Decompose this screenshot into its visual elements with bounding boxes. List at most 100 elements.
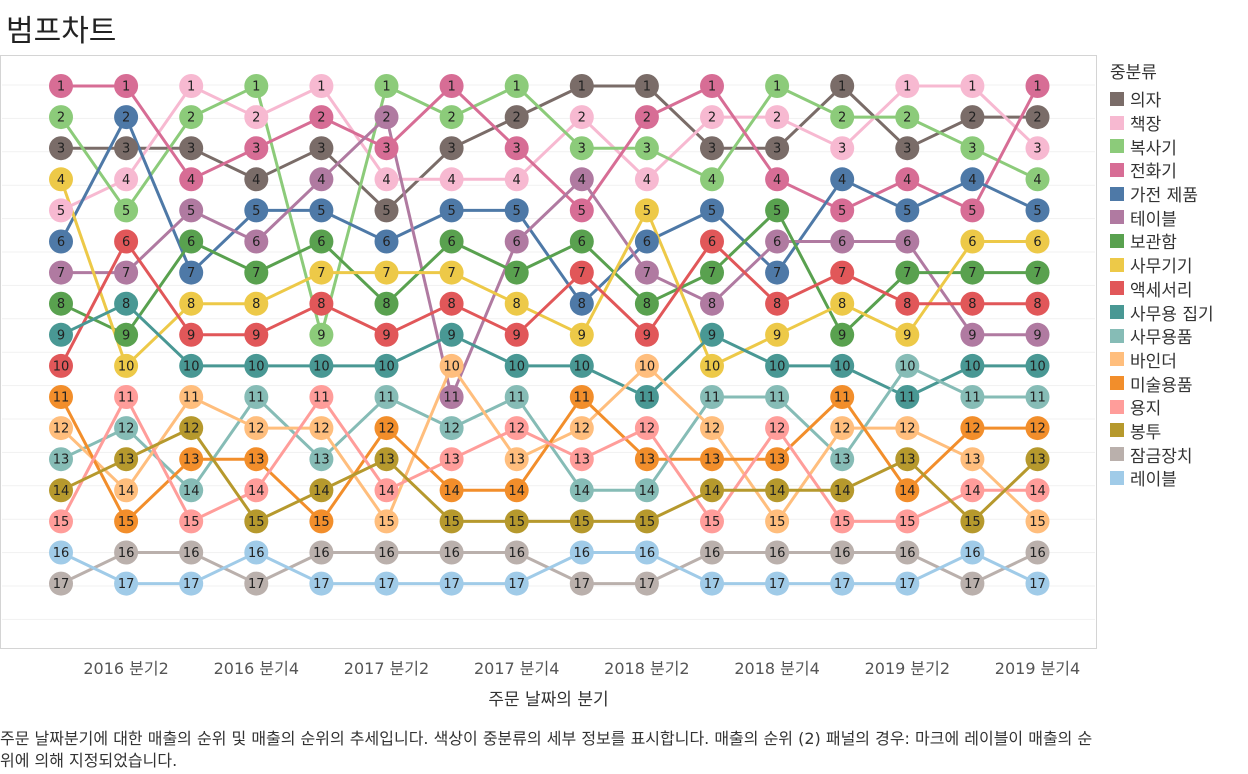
rank-marker[interactable]: 4 [49, 167, 73, 192]
rank-marker[interactable]: 8 [634, 291, 659, 316]
rank-marker[interactable]: 13 [244, 447, 269, 472]
rank-marker[interactable]: 15 [439, 509, 464, 534]
rank-marker[interactable]: 4 [569, 167, 594, 192]
rank-marker[interactable]: 3 [309, 136, 334, 161]
rank-marker[interactable]: 11 [1025, 385, 1050, 409]
rank-marker[interactable]: 13 [179, 447, 204, 472]
rank-marker[interactable]: 10 [114, 353, 139, 378]
rank-marker[interactable]: 7 [179, 260, 204, 285]
rank-marker[interactable]: 13 [960, 447, 985, 472]
rank-marker[interactable]: 12 [49, 416, 73, 441]
series-line-1[interactable] [60, 84, 1039, 212]
rank-marker[interactable]: 10 [830, 353, 855, 378]
series-line-6[interactable] [60, 208, 1038, 337]
rank-marker[interactable]: 17 [634, 571, 659, 596]
rank-marker[interactable]: 10 [309, 353, 334, 378]
rank-marker[interactable]: 4 [1025, 167, 1050, 192]
rank-marker[interactable]: 2 [374, 105, 399, 130]
rank-marker[interactable]: 17 [114, 571, 139, 596]
rank-marker[interactable]: 16 [895, 540, 920, 565]
rank-marker[interactable]: 6 [634, 229, 659, 254]
rank-marker[interactable]: 15 [830, 509, 855, 534]
rank-marker[interactable]: 6 [765, 229, 790, 254]
rank-marker[interactable]: 2 [49, 105, 73, 130]
rank-marker[interactable]: 1 [895, 74, 920, 98]
rank-marker[interactable]: 13 [309, 447, 334, 472]
rank-marker[interactable]: 16 [830, 540, 855, 565]
rank-marker[interactable]: 5 [439, 198, 464, 223]
rank-marker[interactable]: 1 [179, 74, 204, 98]
rank-marker[interactable]: 8 [374, 291, 399, 316]
rank-marker[interactable]: 4 [309, 167, 334, 192]
rank-marker[interactable]: 3 [374, 136, 399, 161]
legend-item[interactable]: 봉투 [1110, 419, 1214, 443]
rank-marker[interactable]: 9 [49, 322, 73, 347]
rank-marker[interactable]: 16 [960, 540, 985, 565]
rank-marker[interactable]: 13 [830, 447, 855, 472]
rank-marker[interactable]: 17 [960, 571, 985, 596]
rank-marker[interactable]: 4 [895, 167, 920, 192]
rank-marker[interactable]: 14 [569, 478, 594, 503]
rank-marker[interactable]: 17 [439, 571, 464, 596]
legend-item[interactable]: 보관함 [1110, 229, 1214, 253]
rank-marker[interactable]: 13 [504, 447, 529, 472]
legend-item[interactable]: 용지 [1110, 395, 1214, 419]
rank-marker[interactable]: 9 [1025, 322, 1050, 347]
rank-marker[interactable]: 12 [504, 416, 529, 441]
rank-marker[interactable]: 9 [895, 322, 920, 347]
rank-marker[interactable]: 17 [244, 571, 269, 596]
rank-marker[interactable]: 9 [114, 322, 139, 347]
rank-marker[interactable]: 2 [504, 105, 529, 130]
rank-marker[interactable]: 3 [179, 136, 204, 161]
rank-marker[interactable]: 15 [49, 509, 73, 534]
rank-marker[interactable]: 9 [830, 322, 855, 347]
rank-marker[interactable]: 15 [895, 509, 920, 534]
rank-marker[interactable]: 15 [179, 509, 204, 534]
rank-marker[interactable]: 10 [504, 353, 529, 378]
rank-marker[interactable]: 17 [309, 571, 334, 596]
rank-marker[interactable]: 9 [309, 322, 334, 347]
rank-marker[interactable]: 15 [309, 509, 334, 534]
rank-marker[interactable]: 11 [960, 385, 985, 409]
rank-marker[interactable]: 16 [634, 540, 659, 565]
rank-marker[interactable]: 10 [1025, 353, 1050, 378]
rank-marker[interactable]: 3 [960, 136, 985, 161]
rank-marker[interactable]: 5 [114, 198, 139, 223]
rank-marker[interactable]: 9 [244, 322, 269, 347]
rank-marker[interactable]: 8 [895, 291, 920, 316]
series-line-13[interactable] [59, 395, 1038, 523]
rank-marker[interactable]: 11 [179, 385, 204, 409]
rank-marker[interactable]: 13 [49, 447, 73, 472]
rank-marker[interactable]: 2 [179, 105, 204, 130]
legend-item[interactable]: 복사기 [1110, 134, 1214, 159]
rank-marker[interactable]: 6 [309, 229, 334, 254]
rank-marker[interactable]: 16 [374, 540, 399, 565]
rank-marker[interactable]: 11 [830, 385, 855, 409]
rank-marker[interactable]: 2 [895, 105, 920, 130]
rank-marker[interactable]: 14 [960, 478, 985, 503]
rank-marker[interactable]: 1 [49, 74, 73, 98]
rank-marker[interactable]: 1 [700, 74, 724, 98]
rank-marker[interactable]: 17 [765, 571, 790, 596]
rank-marker[interactable]: 8 [765, 291, 790, 316]
rank-marker[interactable]: 1 [634, 74, 659, 98]
rank-marker[interactable]: 16 [1025, 540, 1050, 565]
series-line-14[interactable] [60, 426, 1039, 523]
rank-marker[interactable]: 6 [49, 229, 73, 254]
rank-marker[interactable]: 12 [1025, 416, 1050, 441]
rank-marker[interactable]: 1 [114, 74, 139, 98]
rank-marker[interactable]: 10 [374, 353, 399, 378]
rank-marker[interactable]: 5 [1025, 198, 1050, 223]
rank-marker[interactable]: 6 [244, 229, 269, 254]
rank-marker[interactable]: 16 [700, 540, 724, 565]
rank-marker[interactable]: 13 [114, 447, 139, 472]
rank-marker[interactable]: 1 [765, 74, 790, 98]
rank-marker[interactable]: 1 [830, 74, 855, 98]
rank-marker[interactable]: 15 [374, 509, 399, 534]
rank-marker[interactable]: 10 [634, 353, 659, 378]
rank-marker[interactable]: 12 [830, 416, 855, 441]
rank-marker[interactable]: 6 [960, 229, 985, 254]
rank-marker[interactable]: 8 [1025, 291, 1050, 316]
series-line-5[interactable] [61, 115, 1038, 399]
rank-marker[interactable]: 1 [1025, 74, 1050, 98]
